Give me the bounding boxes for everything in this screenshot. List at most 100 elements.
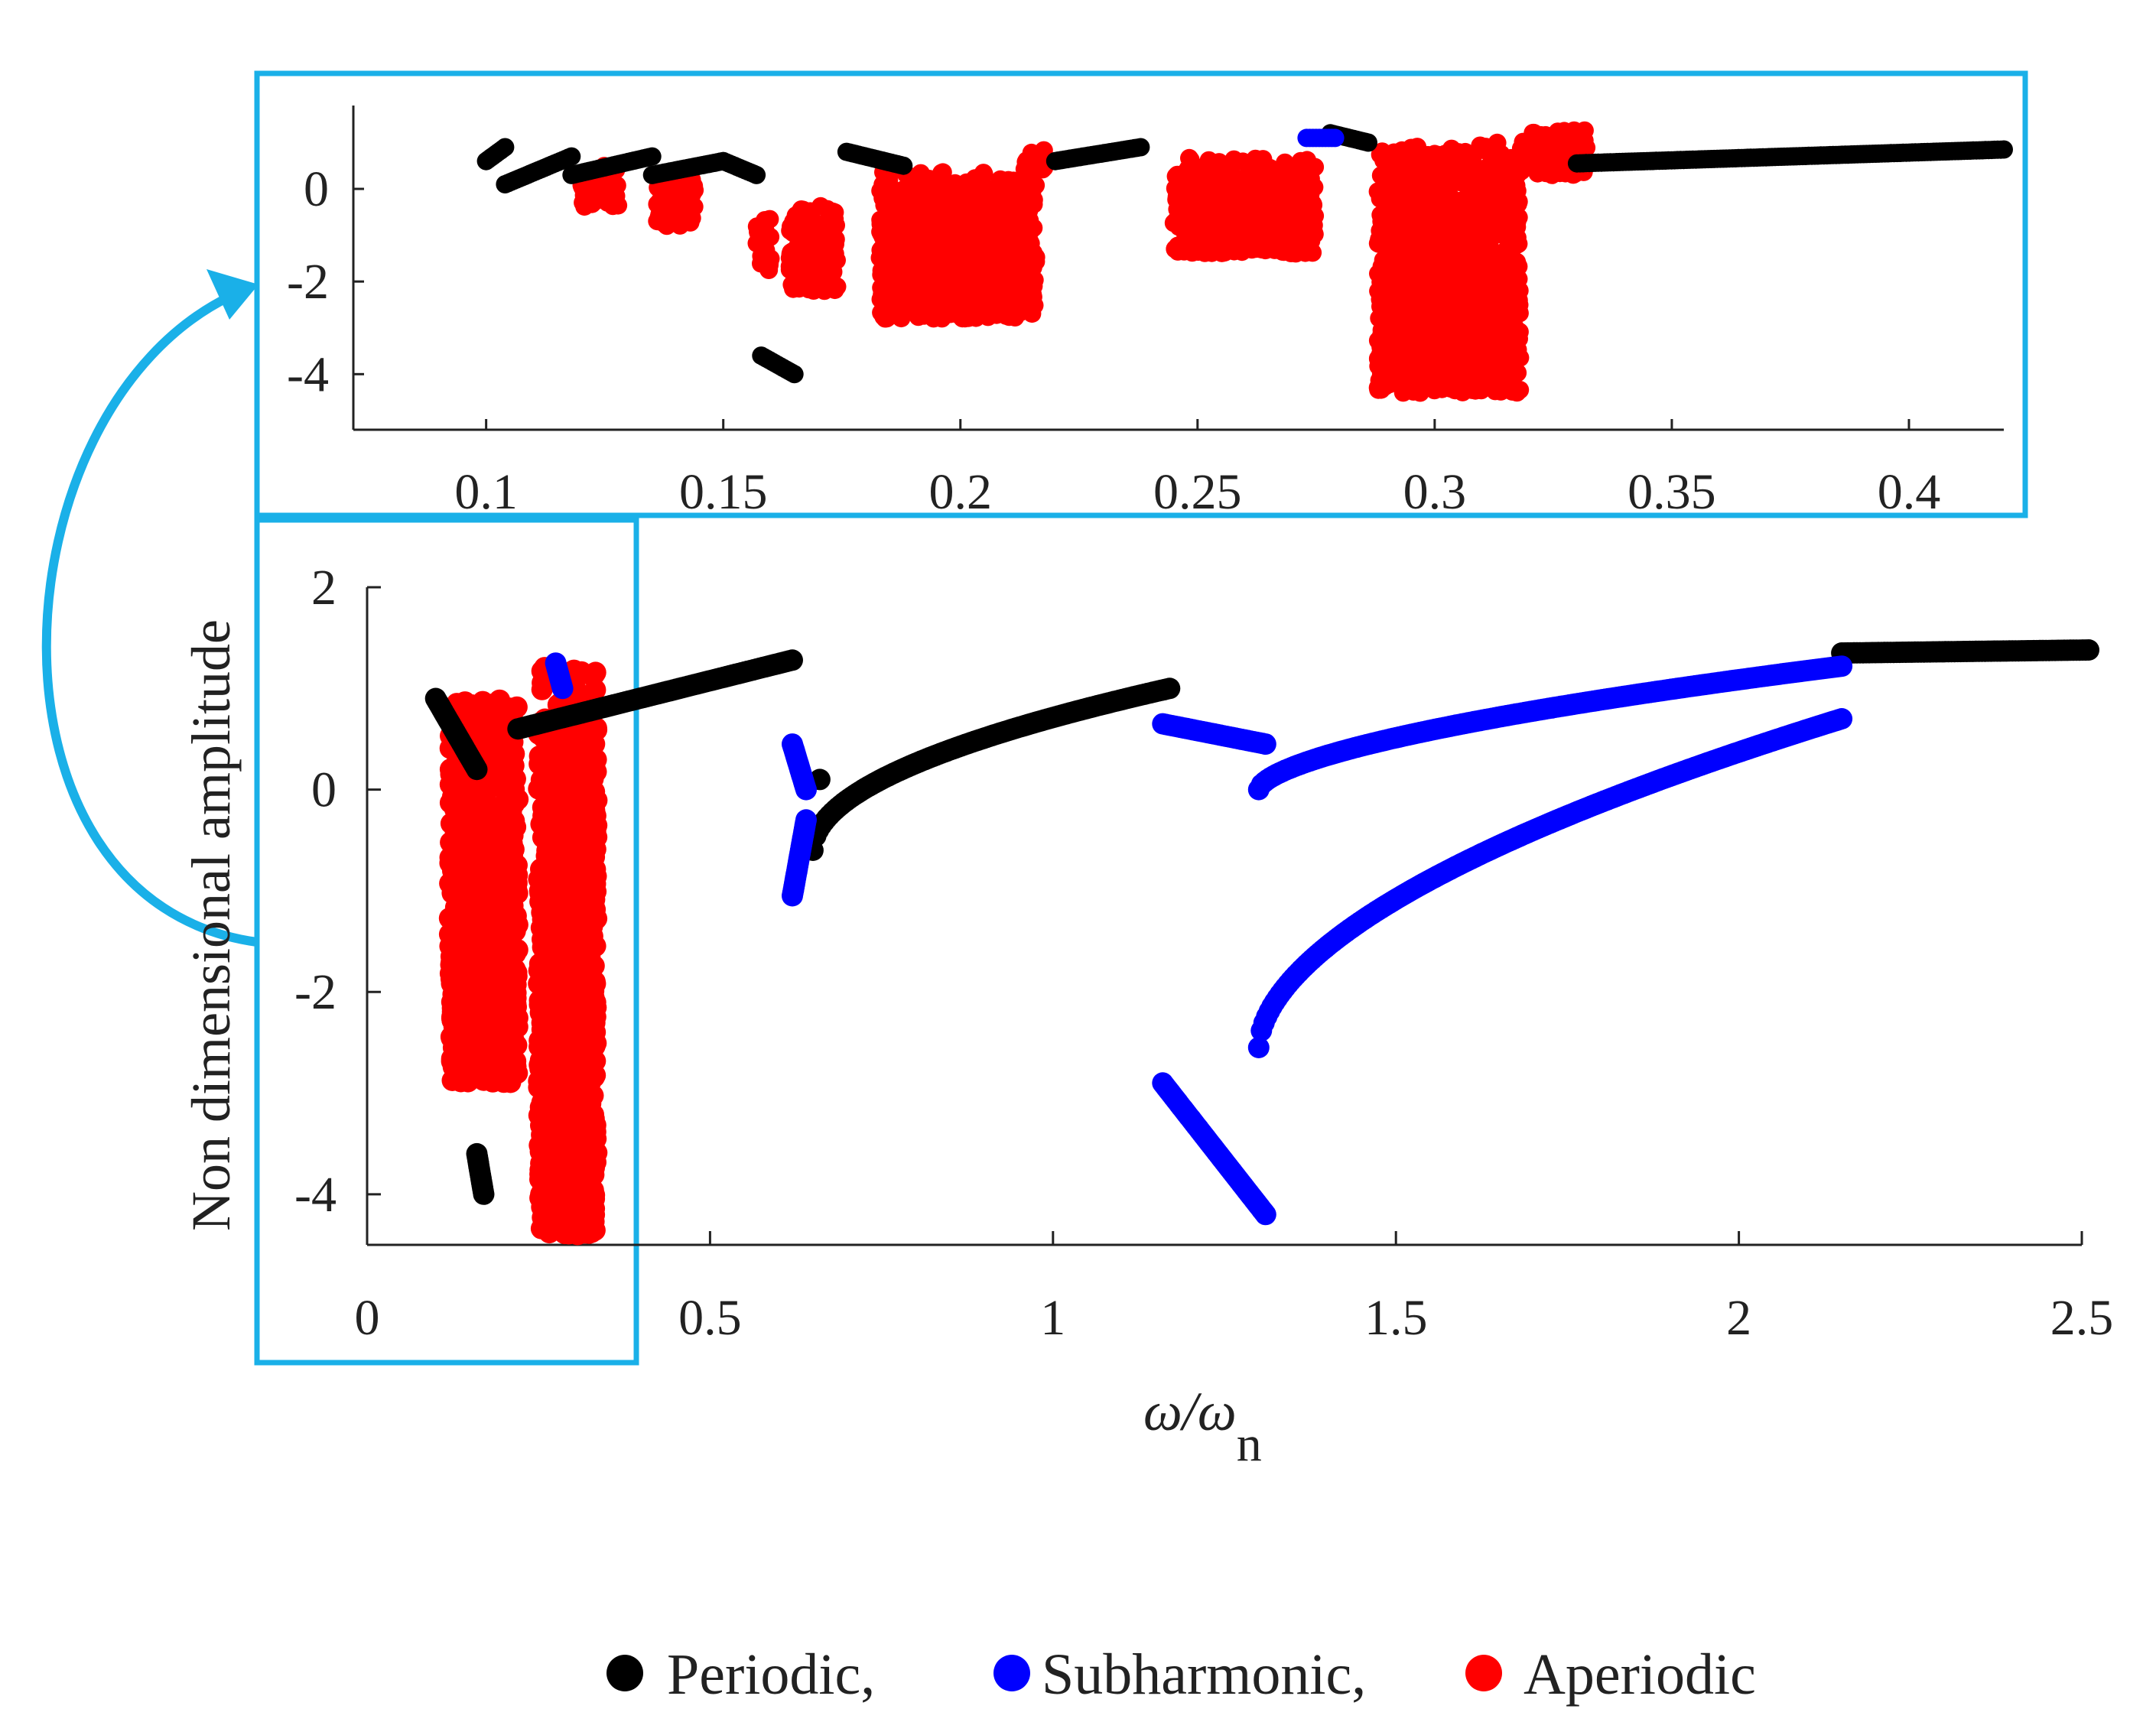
point-periodic	[1995, 140, 2013, 159]
point-aperiodic	[446, 1035, 468, 1058]
point-aperiodic	[568, 1012, 590, 1035]
point-aperiodic	[951, 254, 970, 273]
point-aperiodic	[1413, 252, 1432, 271]
zoom-arrow-head-icon	[206, 269, 259, 320]
point-aperiodic	[877, 272, 896, 291]
point-periodic	[747, 165, 766, 184]
point-aperiodic	[1403, 148, 1423, 167]
point-aperiodic	[1474, 255, 1493, 275]
point-aperiodic	[584, 873, 606, 895]
point-aperiodic	[575, 739, 597, 761]
point-aperiodic	[1393, 356, 1413, 375]
point-aperiodic	[558, 819, 580, 841]
point-aperiodic	[1402, 277, 1421, 295]
point-aperiodic	[780, 260, 799, 279]
point-aperiodic	[884, 190, 903, 209]
point-aperiodic	[1509, 301, 1528, 320]
point-aperiodic	[1445, 266, 1465, 285]
point-aperiodic	[1286, 226, 1306, 245]
zoom-arrow	[41, 292, 258, 947]
point-aperiodic	[1373, 303, 1392, 322]
point-aperiodic	[932, 197, 951, 216]
x-tick-label: 1.5	[1364, 1290, 1428, 1346]
y-tick-label: 0	[304, 161, 329, 217]
point-aperiodic	[871, 241, 890, 260]
point-aperiodic	[450, 950, 473, 973]
point-aperiodic	[1550, 160, 1569, 179]
point-aperiodic	[1390, 250, 1410, 269]
point-aperiodic	[1176, 224, 1195, 243]
point-aperiodic	[1232, 170, 1250, 189]
point-aperiodic	[537, 843, 559, 866]
point-aperiodic	[782, 275, 802, 294]
x-tick-label: 2.5	[2050, 1290, 2114, 1346]
point-aperiodic	[1439, 326, 1458, 345]
point-aperiodic	[1293, 200, 1312, 219]
point-aperiodic	[945, 174, 964, 193]
point-aperiodic	[571, 991, 593, 1013]
point-aperiodic	[965, 193, 984, 213]
point-aperiodic	[1175, 242, 1194, 261]
point-aperiodic	[1013, 209, 1032, 227]
point-periodic	[1359, 133, 1377, 152]
point-aperiodic	[1368, 182, 1387, 201]
point-aperiodic	[1251, 152, 1270, 171]
point-aperiodic	[909, 258, 928, 278]
point-aperiodic	[887, 209, 906, 228]
point-aperiodic	[462, 898, 484, 919]
point-aperiodic	[874, 304, 893, 323]
point-aperiodic	[1385, 205, 1404, 224]
point-aperiodic	[529, 891, 551, 913]
point-aperiodic	[503, 742, 525, 765]
point-aperiodic	[491, 702, 513, 724]
point-aperiodic	[1403, 328, 1422, 347]
point-aperiodic	[827, 216, 845, 235]
point-aperiodic	[1403, 185, 1422, 204]
point-periodic	[562, 147, 581, 166]
point-aperiodic	[825, 281, 844, 300]
point-periodic	[894, 156, 913, 175]
point-aperiodic	[938, 229, 957, 249]
point-aperiodic	[1234, 237, 1254, 256]
point-aperiodic	[1406, 229, 1426, 248]
point-aperiodic	[988, 283, 1007, 302]
x-tick-label: 0.25	[1153, 464, 1242, 520]
point-aperiodic	[1386, 232, 1405, 251]
point-aperiodic	[1291, 151, 1310, 171]
point-aperiodic	[1494, 174, 1514, 193]
point-aperiodic	[1265, 167, 1284, 186]
y-tick-label: -2	[294, 964, 337, 1020]
y-tick-label: -4	[287, 346, 329, 402]
point-aperiodic	[1432, 286, 1452, 305]
point-aperiodic	[580, 769, 602, 791]
y-tick-label: 2	[311, 560, 337, 616]
point-aperiodic	[575, 932, 597, 954]
point-aperiodic	[483, 973, 505, 995]
point-aperiodic	[799, 280, 818, 299]
point-aperiodic	[601, 188, 620, 206]
point-aperiodic	[958, 294, 977, 314]
x-tick-label: 0	[355, 1290, 380, 1346]
point-periodic	[466, 759, 488, 781]
point-aperiodic	[571, 1201, 593, 1223]
point-aperiodic	[541, 1073, 563, 1095]
point-aperiodic	[1304, 216, 1323, 235]
point-aperiodic	[964, 244, 983, 263]
point-aperiodic	[580, 1162, 602, 1184]
point-aperiodic	[555, 759, 577, 781]
point-aperiodic	[1490, 382, 1509, 401]
point-aperiodic	[1370, 282, 1389, 301]
point-aperiodic	[549, 1199, 571, 1221]
inset-frame	[254, 70, 2028, 518]
point-aperiodic	[901, 187, 920, 206]
x-tick-label: 0.2	[928, 464, 992, 520]
point-aperiodic	[1462, 216, 1481, 235]
point-aperiodic	[1524, 123, 1543, 142]
point-aperiodic	[555, 1097, 577, 1119]
point-aperiodic	[486, 722, 509, 743]
point-aperiodic	[1208, 163, 1227, 182]
point-aperiodic	[1023, 177, 1042, 196]
point-aperiodic	[500, 801, 522, 823]
point-aperiodic	[1016, 152, 1036, 171]
point-aperiodic	[1000, 179, 1019, 198]
